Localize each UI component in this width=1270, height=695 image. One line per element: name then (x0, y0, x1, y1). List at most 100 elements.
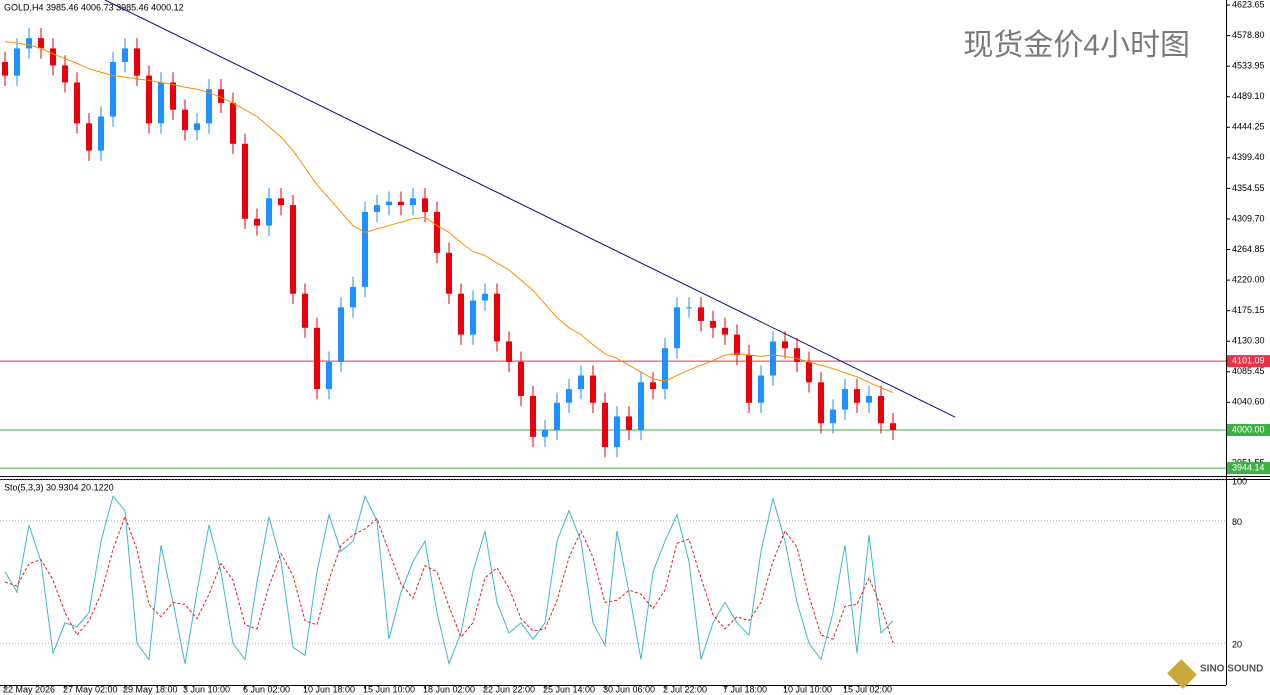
x-tick-label: 27 May 02:00 (63, 684, 118, 694)
candle-body (122, 48, 128, 63)
candle-body (866, 395, 872, 403)
level-badge (1227, 424, 1270, 437)
oscillator-line (4, 515, 894, 644)
x-tick-label: 22 Jun 22:00 (483, 684, 535, 694)
x-tick-label: 3 Jun 10:00 (183, 684, 230, 694)
candle-body (854, 389, 860, 403)
candle-body (542, 430, 548, 437)
x-tick-label: 7 Jul 18:00 (723, 684, 767, 694)
level-label: 3944.14 (1232, 462, 1265, 472)
candle-body (422, 198, 428, 212)
candle-body (602, 402, 608, 448)
y-tick-label: 4489.10 (1232, 91, 1265, 101)
candle-body (242, 143, 248, 219)
candle-body (290, 205, 296, 294)
y-tick-label: 4533.95 (1232, 61, 1265, 71)
candle-body (26, 38, 32, 49)
candle-body (722, 327, 728, 335)
x-tick-label: 30 Jun 06:00 (603, 684, 655, 694)
y-tick-label: 4623.65 (1232, 0, 1265, 9)
x-tick-label: 10 Jun 18:00 (303, 684, 355, 694)
candle-body (782, 341, 788, 349)
candle-body (410, 198, 416, 206)
x-tick-label: 15 Jun 10:00 (363, 684, 415, 694)
candle-body (302, 293, 308, 328)
x-tick-label: 10 Jul 10:00 (783, 684, 832, 694)
candle-body (182, 109, 188, 131)
candle-body (758, 375, 764, 403)
candle-body (2, 62, 8, 76)
y-tick-label: 20 (1232, 640, 1242, 650)
candle-body (830, 409, 836, 424)
candle-body (710, 320, 716, 328)
y-tick-label: 80 (1232, 517, 1242, 527)
candle-body (38, 38, 44, 49)
candle-body (254, 218, 260, 226)
trendline (104, 0, 956, 418)
candle-body (470, 300, 476, 335)
candle-body (878, 395, 884, 424)
candle-body (614, 416, 620, 448)
candle-body (266, 198, 272, 226)
watermark: 现货金价4小时图 (963, 29, 1190, 62)
x-tick-label: 22 May 2026 (3, 684, 55, 694)
candle-body (218, 89, 224, 103)
candle-body (746, 355, 752, 403)
candle-body (206, 89, 212, 124)
candle-body (386, 201, 392, 206)
candle-body (554, 402, 560, 431)
candle-body (494, 293, 500, 342)
moving-average (4, 41, 894, 394)
candle-body (770, 341, 776, 376)
candle-body (686, 307, 692, 309)
y-tick-label: 4175.15 (1232, 305, 1265, 315)
candle-body (458, 293, 464, 335)
candle-body (326, 361, 332, 390)
y-tick-label: 4220.00 (1232, 274, 1265, 284)
candle-body (50, 48, 56, 66)
x-tick-label: 15 Jul 02:00 (843, 684, 892, 694)
candle-body (518, 361, 524, 396)
y-tick-label: 4354.55 (1232, 183, 1265, 193)
logo-icon (1167, 659, 1197, 689)
candles (2, 27, 896, 458)
level-label: 4101.09 (1232, 356, 1265, 366)
candle-body (338, 307, 344, 362)
candle-body (314, 327, 320, 390)
chart-title: GOLD,H4 3985.46 4006.73 3985.46 4000.12 (4, 2, 184, 12)
y-tick-label: 4040.60 (1232, 397, 1265, 407)
x-tick-label: 18 Jun 02:00 (423, 684, 475, 694)
y-tick-label: 4085.45 (1232, 366, 1265, 376)
y-tick-label: 4444.25 (1232, 122, 1265, 132)
y-tick-label: 4264.85 (1232, 244, 1265, 254)
candle-body (890, 423, 896, 430)
y-tick-label: 4130.30 (1232, 336, 1265, 346)
candle-body (362, 211, 368, 287)
candle-body (62, 65, 68, 83)
candle-body (110, 62, 116, 117)
candle-body (158, 82, 164, 124)
candle-body (146, 75, 152, 124)
candle-body (506, 341, 512, 362)
logo-text: SINO SOUND (1200, 664, 1263, 675)
candle-body (230, 102, 236, 144)
candle-body (794, 348, 800, 362)
y-tick-label: 4578.80 (1232, 30, 1265, 40)
y-tick-label: 4309.70 (1232, 213, 1265, 223)
x-tick-label: 6 Jun 02:00 (243, 684, 290, 694)
candle-body (98, 116, 104, 151)
candle-body (818, 382, 824, 424)
candle-body (674, 307, 680, 349)
level-label: 4000.00 (1232, 424, 1265, 434)
candle-body (434, 211, 440, 253)
candle-body (626, 416, 632, 431)
candle-body (134, 48, 140, 76)
candle-body (698, 307, 704, 321)
oscillator-line (4, 494, 894, 666)
candle-body (482, 293, 488, 301)
candle-body (530, 395, 536, 437)
candle-body (590, 375, 596, 403)
level-badge (1227, 355, 1270, 368)
candle-body (842, 389, 848, 410)
